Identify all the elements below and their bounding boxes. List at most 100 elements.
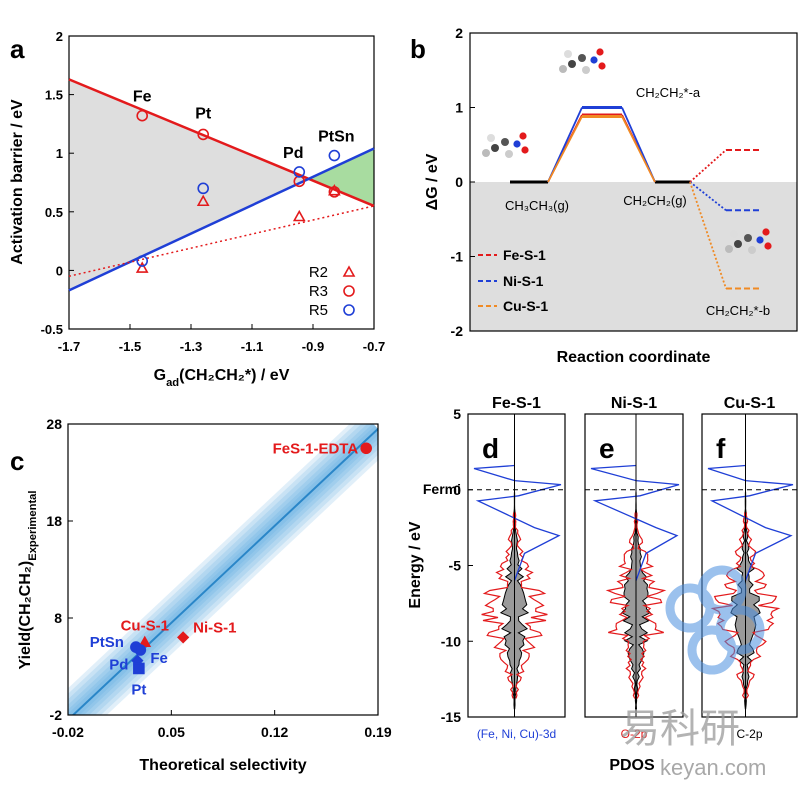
atom (568, 60, 576, 68)
metal-label-pt: Pt (195, 105, 212, 122)
atom (762, 228, 770, 236)
atom (521, 146, 529, 154)
metal-label-fe: Fe (133, 89, 152, 106)
fermi-label: Fermi (423, 481, 461, 497)
y-tick-label-d: -15 (441, 709, 461, 725)
marker-r3 (197, 128, 209, 141)
subpanel-title-f: Cu-S-1 (724, 395, 776, 412)
atom (482, 149, 490, 157)
marker-r2 (292, 209, 306, 222)
marker-r5 (293, 166, 306, 178)
pdos-subpanel-f: Cu-S-1 f C-2p (701, 395, 798, 741)
atom (596, 48, 604, 56)
logo-ring (697, 565, 747, 615)
y-tick-label-b: 2 (455, 25, 463, 41)
band-group (68, 424, 378, 715)
plot-frame-a (68, 35, 375, 330)
fit-line (71, 428, 378, 715)
state-label-3: CH₂CH₂*-b (706, 303, 770, 318)
y-tick-label-d: 5 (453, 406, 461, 422)
x-tick-label-a: -1.1 (241, 339, 263, 354)
path3-Cu-S-1 (689, 181, 727, 289)
atom (748, 246, 756, 254)
y-tick-label-a: -0.5 (41, 322, 63, 337)
state-label-2: CH₂CH₂(g) (623, 193, 687, 208)
atom (734, 240, 742, 248)
atom (487, 134, 495, 142)
o2p-right (635, 512, 667, 699)
metal3d-curve (473, 464, 562, 581)
y-tick-label-c: -2 (50, 707, 63, 723)
x-tick-label-c: 0.19 (364, 724, 391, 740)
marker-r5 (328, 149, 341, 162)
subpanel-title-d: Fe-S-1 (492, 395, 541, 412)
x-axis-label-c: Theoretical selectivity (139, 757, 306, 774)
atom (756, 236, 764, 244)
o2p-left (605, 512, 637, 699)
marker-r5 (136, 255, 148, 267)
path2-Cu-S-1 (621, 116, 656, 183)
y-tick-label-d: -5 (449, 558, 462, 574)
logo-ring (687, 625, 737, 675)
y-tick-label-b: -1 (451, 249, 464, 265)
path3-Fe-S-1 (689, 149, 727, 183)
pdos-subpanel-e: Ni-S-1 e O-2p (584, 395, 684, 741)
legend-marker-r3 (343, 285, 355, 297)
marker-r2 (196, 194, 210, 207)
marker-r5 (197, 182, 209, 195)
point-label-Cu-S-1: Cu-S-1 (121, 617, 169, 634)
point-Pt (133, 662, 145, 675)
point-Cu-S-1 (138, 635, 152, 648)
x-tick-label-c: 0.12 (261, 724, 288, 740)
atom (564, 50, 572, 58)
marker-r3 (328, 186, 341, 198)
metal-label-ptsn: PtSn (318, 129, 354, 146)
legend-r5: R5 (309, 302, 328, 319)
pdos-frame-f (701, 413, 798, 718)
x-axis-label-b: Reaction coordinate (557, 349, 711, 366)
y-tick-label-d: 0 (453, 482, 461, 498)
y-tick-label-a: 0.5 (45, 205, 63, 220)
atom (764, 242, 772, 250)
legend-marker-r5 (343, 304, 355, 316)
marker-r2 (135, 261, 149, 273)
o2p-left (481, 512, 515, 699)
atom (725, 245, 733, 253)
marker-r3 (136, 109, 148, 122)
watermark-site: keyan.com (660, 755, 766, 780)
legend-label-Fe-S-1: Fe-S-1 (503, 247, 546, 263)
atom (598, 62, 606, 70)
state-label-0: CH₃CH₃(g) (505, 198, 569, 213)
species-label-e: O-2p (621, 727, 648, 741)
atom (513, 140, 521, 148)
watermark-chinese: 易科研 (620, 707, 740, 751)
molecule-ch3ch3 (482, 132, 529, 158)
point-Fe (134, 644, 147, 656)
path-Cu-S-1 (547, 116, 583, 183)
red-solid-line (68, 78, 375, 208)
x-tick-label-a: -0.9 (302, 339, 324, 354)
legend-r3: R3 (309, 283, 328, 300)
y-tick-label-a: 1 (56, 146, 63, 161)
panel-d-f: Fe-S-1 d (Fe, Ni, Cu)-3d Ni-S-1 e O-2p Cu-S-1 f… (407, 395, 798, 774)
point-label-Pt: Pt (131, 681, 146, 698)
atom (491, 144, 499, 152)
x-tick-label-a: -1.5 (119, 339, 141, 354)
x-tick-label-c: -0.02 (52, 724, 84, 740)
state-label-1: CH₂CH₂*-a (636, 85, 701, 100)
y-tick-label-a: 0 (56, 263, 63, 278)
y-tick-label-b: 0 (455, 174, 463, 190)
y-tick-label-c: 28 (46, 416, 62, 432)
panel-b: -2 -1 0 1 2 CH₃CH₃(g) CH₂CH₂*-a CH₂CH₂(g) CH₂CH₂… (410, 25, 798, 366)
y-tick-label-c: 8 (54, 610, 62, 626)
point-label-Pd: Pd (109, 657, 128, 674)
negative-region (470, 182, 797, 331)
x-tick-label-a: -0.7 (363, 339, 385, 354)
marker-r2 (327, 184, 341, 196)
x-axis-label-d: PDOS (609, 757, 655, 774)
watermark: 易科研 keyan.com (620, 707, 766, 780)
panel-letter-e: e (599, 433, 615, 464)
point-label-Ni-S-1: Ni-S-1 (193, 619, 236, 636)
y-tick-label-a: 2 (56, 29, 63, 44)
